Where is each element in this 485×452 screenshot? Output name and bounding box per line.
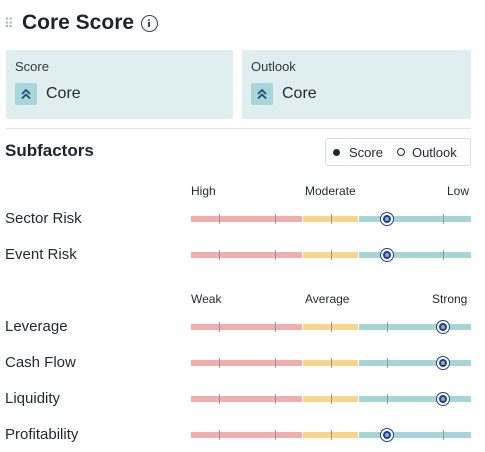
score-marker[interactable] bbox=[437, 321, 449, 333]
scale-tick bbox=[219, 394, 220, 404]
average-segment bbox=[303, 432, 358, 438]
weak-segment bbox=[191, 360, 302, 366]
scale-tick bbox=[219, 358, 220, 368]
average-segment bbox=[303, 252, 358, 258]
legend-score-label: Score bbox=[349, 144, 383, 160]
strong-segment bbox=[359, 252, 471, 258]
cash-flow-bar bbox=[191, 357, 471, 369]
row-label-leverage: Leverage bbox=[5, 318, 68, 335]
scale-tick bbox=[275, 214, 276, 224]
sector-risk-bar bbox=[191, 213, 471, 225]
outlook-card: Outlook Core bbox=[242, 50, 471, 119]
scale-tick bbox=[275, 250, 276, 260]
row-label-cash-flow: Cash Flow bbox=[5, 354, 76, 371]
weak-segment bbox=[191, 396, 302, 402]
liquidity-bar bbox=[191, 393, 471, 405]
scale-tick bbox=[443, 214, 444, 224]
strong-segment bbox=[359, 324, 471, 330]
score-marker[interactable] bbox=[437, 393, 449, 405]
score-legend-dot-icon bbox=[333, 148, 340, 156]
row-label-event-risk: Event Risk bbox=[5, 246, 77, 263]
scale-tick bbox=[443, 430, 444, 440]
strong-segment bbox=[359, 396, 471, 402]
score-value: Core bbox=[46, 85, 81, 102]
legend-outlook-label: Outlook bbox=[411, 144, 457, 160]
strong-segment bbox=[359, 360, 471, 366]
widget-title: Core Score bbox=[22, 11, 135, 34]
scale-tick bbox=[331, 430, 332, 440]
scale-tick bbox=[219, 250, 220, 260]
scale-label-average: Average bbox=[305, 292, 350, 306]
weak-segment bbox=[191, 252, 302, 258]
score-marker[interactable] bbox=[381, 213, 393, 225]
scale-tick bbox=[387, 322, 388, 332]
leverage-bar bbox=[191, 321, 471, 333]
scale-tick bbox=[275, 358, 276, 368]
scale-tick bbox=[219, 322, 220, 332]
average-segment bbox=[303, 324, 358, 330]
score-marker[interactable] bbox=[381, 249, 393, 261]
scale-label-high: High bbox=[191, 184, 216, 198]
scale-tick bbox=[331, 250, 332, 260]
drag-handle-icon[interactable]: ⠿ bbox=[4, 15, 14, 31]
scale-label-low: Low bbox=[447, 184, 470, 198]
widget-header: ⠿ Core Score bbox=[0, 8, 159, 38]
scale-tick bbox=[275, 322, 276, 332]
scale-label-strong: Strong bbox=[432, 292, 468, 306]
score-card-label: Score bbox=[15, 59, 49, 74]
strong-segment bbox=[359, 432, 471, 438]
divider bbox=[6, 128, 471, 129]
outlook-value: Core bbox=[282, 85, 317, 102]
average-segment bbox=[303, 216, 358, 222]
scale-label-moderate: Moderate bbox=[305, 184, 356, 198]
score-card: Score Core bbox=[6, 50, 233, 119]
row-label-liquidity: Liquidity bbox=[5, 390, 61, 407]
profitability-bar bbox=[191, 429, 471, 441]
info-icon[interactable] bbox=[141, 14, 159, 32]
score-marker[interactable] bbox=[381, 429, 393, 441]
subfactors-title: Subfactors bbox=[5, 141, 94, 160]
scale-tick bbox=[331, 322, 332, 332]
scale-tick bbox=[219, 430, 220, 440]
row-label-profitability: Profitability bbox=[5, 426, 79, 443]
double-chevron-up-icon bbox=[251, 83, 273, 105]
double-chevron-up-icon bbox=[15, 83, 37, 105]
row-label-sector-risk: Sector Risk bbox=[5, 210, 82, 227]
scale-tick bbox=[275, 394, 276, 404]
scale-tick bbox=[443, 250, 444, 260]
average-segment bbox=[303, 396, 358, 402]
scale-tick bbox=[331, 214, 332, 224]
weak-segment bbox=[191, 432, 302, 438]
scale-tick bbox=[275, 430, 276, 440]
weak-segment bbox=[191, 216, 302, 222]
event-risk-bar bbox=[191, 249, 471, 261]
scale-tick bbox=[219, 214, 220, 224]
scale-tick bbox=[331, 394, 332, 404]
legend: Score Outlook bbox=[325, 138, 471, 166]
average-segment bbox=[303, 360, 358, 366]
strong-segment bbox=[359, 216, 471, 222]
scale-tick bbox=[387, 394, 388, 404]
scale-tick bbox=[387, 358, 388, 368]
scale-label-weak: Weak bbox=[191, 292, 222, 306]
scale-tick bbox=[331, 358, 332, 368]
weak-segment bbox=[191, 324, 302, 330]
outlook-legend-ring-icon bbox=[396, 148, 405, 156]
outlook-card-label: Outlook bbox=[251, 59, 296, 74]
score-marker[interactable] bbox=[437, 357, 449, 369]
